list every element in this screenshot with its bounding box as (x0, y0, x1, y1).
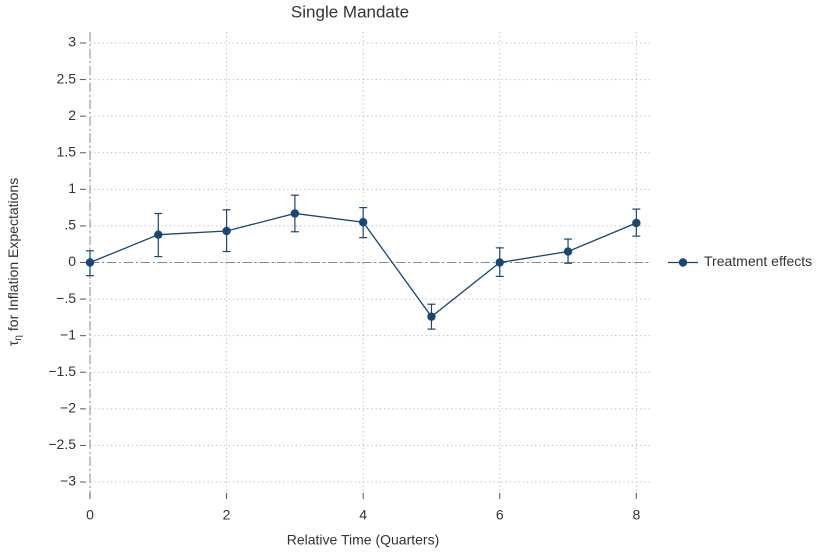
point (427, 312, 436, 321)
y-tick-label: −.5 (56, 290, 76, 306)
point (154, 230, 163, 239)
y-tick-label: 1.5 (57, 143, 77, 159)
y-label-symbol: τ (5, 340, 21, 346)
x-tick-label: 0 (86, 507, 94, 523)
y-tick-label: −1.5 (48, 363, 76, 379)
chart-title: Single Mandate (291, 2, 409, 21)
y-label-subscript: η (13, 335, 24, 341)
y-tick-label: 3 (68, 34, 76, 50)
x-tick-label: 2 (223, 507, 231, 523)
y-axis-label: τη for Inflation Expectations (5, 178, 24, 346)
y-tick-label: −3 (60, 473, 76, 489)
y-tick-label: 2 (68, 107, 76, 123)
x-tick-label: 8 (632, 507, 640, 523)
x-tick-label: 6 (496, 507, 504, 523)
y-tick-label: −1 (60, 326, 76, 342)
point (358, 218, 368, 227)
y-tick-label: −2 (60, 400, 76, 416)
point (85, 258, 95, 267)
legend-marker (678, 258, 688, 267)
point (290, 209, 300, 218)
y-tick-label: 0 (68, 253, 76, 269)
y-label-text: for Inflation Expectations (5, 178, 21, 331)
legend-label: Treatment effects (704, 253, 812, 269)
x-axis-label: Relative Time (Quarters) (287, 532, 439, 548)
point (563, 247, 573, 256)
point (632, 218, 641, 228)
x-tick-label: 4 (359, 507, 367, 523)
y-tick-label: 1 (68, 180, 76, 196)
y-tick-label: −2.5 (48, 436, 76, 452)
point (495, 258, 504, 267)
y-tick-label: .5 (64, 217, 76, 233)
y-tick-label: 2.5 (57, 70, 77, 86)
point (222, 226, 231, 236)
